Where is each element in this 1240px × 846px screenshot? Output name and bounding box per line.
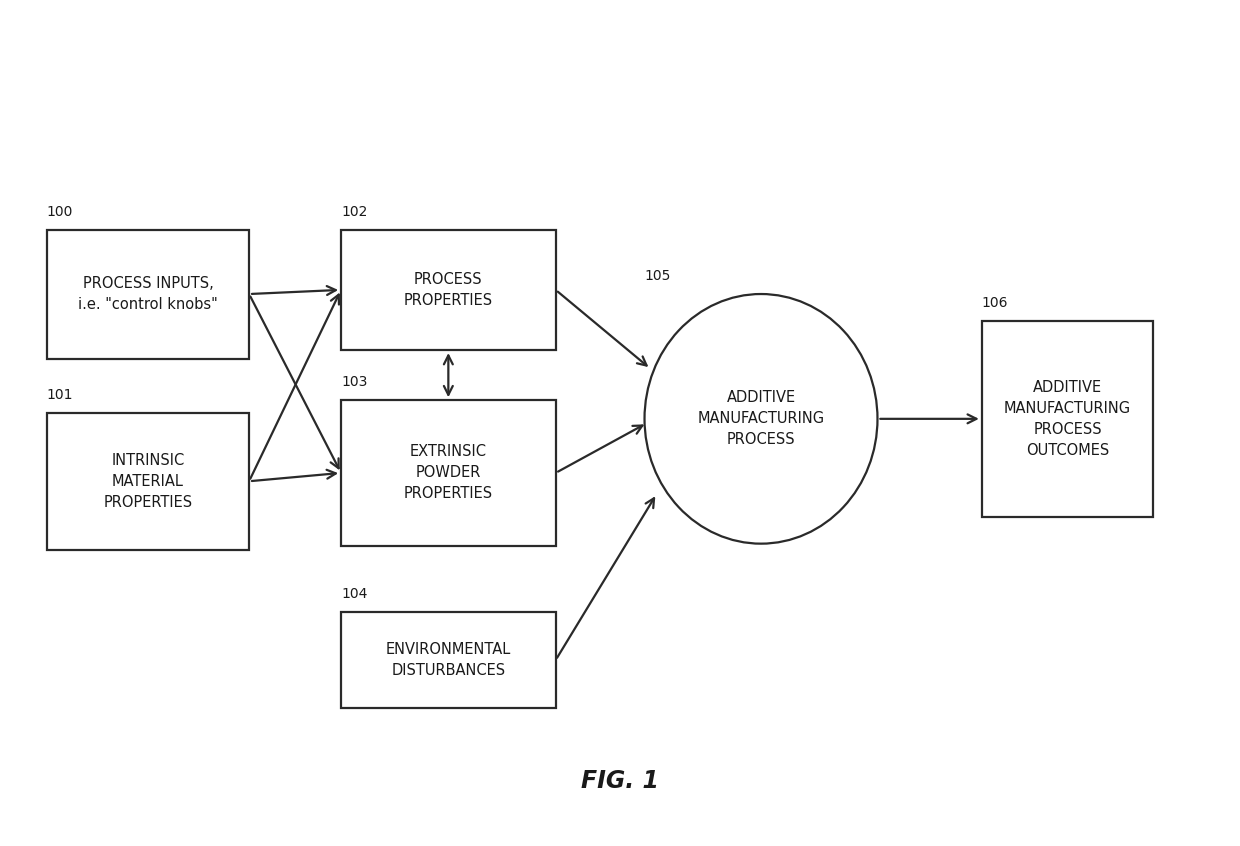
Text: 102: 102 (341, 205, 367, 219)
Text: FIG. 1: FIG. 1 (582, 769, 658, 794)
FancyBboxPatch shape (982, 321, 1153, 517)
FancyBboxPatch shape (47, 229, 249, 359)
Text: INTRINSIC
MATERIAL
PROPERTIES: INTRINSIC MATERIAL PROPERTIES (103, 453, 192, 510)
Text: 101: 101 (47, 387, 73, 402)
FancyBboxPatch shape (341, 613, 556, 708)
Text: ADDITIVE
MANUFACTURING
PROCESS
OUTCOMES: ADDITIVE MANUFACTURING PROCESS OUTCOMES (1004, 380, 1131, 458)
FancyBboxPatch shape (47, 413, 249, 550)
Text: ADDITIVE
MANUFACTURING
PROCESS: ADDITIVE MANUFACTURING PROCESS (697, 390, 825, 448)
Text: 106: 106 (982, 296, 1008, 310)
Text: PROCESS INPUTS,
i.e. "control knobs": PROCESS INPUTS, i.e. "control knobs" (78, 276, 218, 312)
Text: ENVIRONMENTAL
DISTURBANCES: ENVIRONMENTAL DISTURBANCES (386, 642, 511, 678)
Ellipse shape (645, 294, 878, 544)
FancyBboxPatch shape (341, 229, 556, 350)
Text: 103: 103 (341, 376, 367, 389)
Text: PROCESS
PROPERTIES: PROCESS PROPERTIES (404, 272, 494, 308)
Text: 105: 105 (645, 269, 671, 283)
Text: 104: 104 (341, 587, 367, 602)
Text: 100: 100 (47, 205, 73, 219)
Text: EXTRINSIC
POWDER
PROPERTIES: EXTRINSIC POWDER PROPERTIES (404, 444, 494, 502)
FancyBboxPatch shape (341, 400, 556, 546)
